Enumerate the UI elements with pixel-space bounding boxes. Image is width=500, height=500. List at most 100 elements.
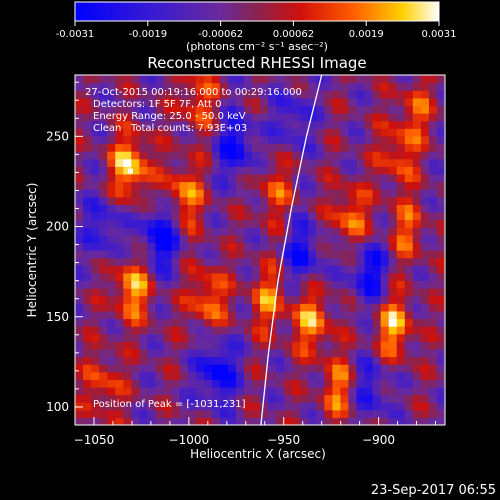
heatmap-cell [332,234,342,243]
heatmap-cell [284,120,293,129]
heatmap-cell [219,135,229,145]
heatmap-cell [332,173,342,183]
heatmap-cell [388,348,398,358]
heatmap-cell [284,196,293,205]
heatmap-cell [75,379,84,388]
heatmap-cell [364,151,374,160]
heatmap-cell [187,417,197,425]
heatmap-cell [292,318,301,327]
heatmap-cell [195,257,205,266]
heatmap-cell [340,310,350,320]
heatmap-cell [235,135,245,145]
heatmap-cell [91,120,100,129]
heatmap-cell [372,295,382,304]
heatmap-cell [380,211,390,221]
heatmap-cell [380,128,390,137]
heatmap-cell [195,303,205,312]
heatmap-cell [436,386,445,396]
heatmap-cell [372,364,382,373]
heatmap-cell [380,219,390,228]
heatmap-cell [420,348,430,358]
heatmap-cell [404,250,414,259]
heatmap-cell [380,173,390,183]
heatmap-cell [324,333,333,342]
heatmap-cell [211,394,221,403]
heatmap-cell [227,402,237,411]
heatmap-cell [179,219,189,228]
heatmap-cell [372,219,382,228]
heatmap-cell [308,257,317,266]
heatmap-cell [380,303,390,312]
heatmap-cell [251,135,261,145]
heatmap-cell [235,348,245,358]
heatmap-cell [179,211,189,221]
heatmap-cell [300,166,309,175]
heatmap-cell [155,318,165,327]
heatmap-cell [115,356,124,365]
heatmap-cell [99,173,108,183]
heatmap-cell [292,196,301,205]
heatmap-cell [324,280,333,289]
heatmap-cell [396,394,406,403]
heatmap-cell [155,333,165,342]
heatmap-cell [115,288,124,297]
heatmap-cell [284,364,293,373]
heatmap-cell [203,90,213,99]
heatmap-cell [436,173,445,183]
heatmap-cell [356,318,366,327]
heatmap-cell [179,75,189,84]
heatmap-cell [260,379,269,388]
heatmap-cell [235,295,245,304]
heatmap-cell [115,219,124,228]
heatmap-cell [227,158,237,167]
y-tick-label: 150 [46,310,69,324]
heatmap-cell [420,318,430,327]
heatmap-cell [356,90,366,99]
heatmap-cell [396,128,406,137]
heatmap-cell [83,211,92,221]
heatmap-cell [123,196,132,205]
heatmap-cell [364,128,374,137]
heatmap-cell [83,166,92,175]
heatmap-cell [147,128,157,137]
heatmap-cell [316,151,325,160]
heatmap-cell [348,257,358,266]
heatmap-cell [251,371,261,380]
heatmap-cell [219,143,229,152]
heatmap-cell [388,272,398,282]
heatmap-cell [139,90,148,99]
heatmap-cell [91,166,100,175]
heatmap-cell [332,386,342,396]
heatmap-cell [187,97,197,107]
heatmap-cell [155,90,165,99]
heatmap-cell [187,341,197,350]
heatmap-cell [372,288,382,297]
heatmap-cell [316,227,325,236]
heatmap-cell [396,364,406,373]
heatmap-cell [227,189,237,198]
heatmap-cell [308,288,317,297]
heatmap-cell [420,402,430,411]
heatmap-cell [364,90,374,99]
heatmap-cell [284,135,293,145]
heatmap-cell [163,227,173,236]
heatmap-cell [324,181,333,190]
heatmap-cell [436,181,445,190]
heatmap-cell [131,158,140,167]
heatmap-cell [372,135,382,145]
heatmap-cell [211,189,221,198]
heatmap-cell [364,242,374,251]
heatmap-cell [99,265,108,274]
heatmap-cell [115,211,124,221]
heatmap-cell [396,371,406,380]
heatmap-cell [115,326,124,335]
heatmap-cell [428,295,438,304]
heatmap-cell [396,234,406,243]
heatmap-cell [211,158,221,167]
heatmap-cell [276,143,285,152]
heatmap-cell [324,204,333,213]
heatmap-cell [420,394,430,403]
heatmap-cell [300,333,309,342]
heatmap-cell [428,257,438,266]
heatmap-cell [292,303,301,312]
